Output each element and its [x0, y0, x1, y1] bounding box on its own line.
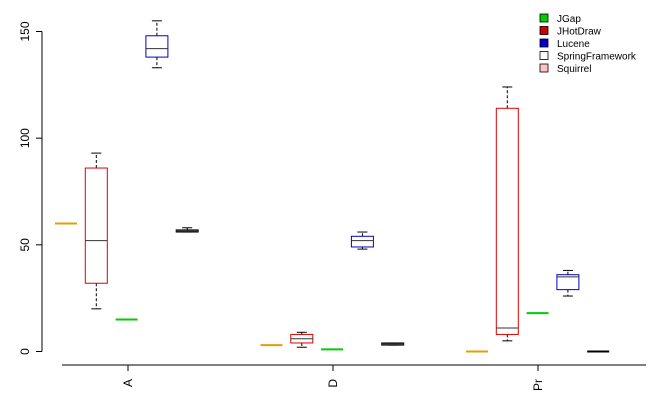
legend-swatch: [539, 63, 549, 73]
box-springframework-a: [175, 227, 199, 233]
legend-item-springframework: SpringFramework: [539, 51, 637, 63]
box-body: [556, 274, 580, 291]
box-jhotdraw-d: [290, 331, 314, 348]
axes: 0 50 100 150 A D Pr: [18, 21, 646, 391]
legend-item-jhotdraw: JHotDraw: [539, 26, 602, 38]
boxes: [55, 20, 610, 353]
legend-label: JHotDraw: [557, 27, 602, 38]
box-body: [145, 35, 169, 58]
y-tick-label: 0: [18, 348, 32, 355]
legend-swatch: [539, 13, 549, 23]
x-tick-label: Pr: [531, 379, 545, 391]
box-jhotdraw-a: [84, 152, 108, 310]
box-lucene-pr: [556, 269, 580, 297]
box-body: [84, 167, 108, 284]
box-body: [350, 235, 374, 248]
y-tick-label: 100: [18, 128, 32, 148]
y-tick-label: 150: [18, 21, 32, 41]
y-tick-label: 50: [18, 238, 32, 252]
legend-label: Squirrel: [557, 64, 591, 75]
legend-item-squirrel: Squirrel: [539, 63, 591, 75]
legend-item-jgap: JGap: [539, 13, 581, 25]
legend-label: Lucene: [557, 39, 590, 50]
legend-label: JGap: [557, 14, 581, 25]
legend-label: SpringFramework: [557, 52, 637, 63]
legend-swatch: [539, 51, 549, 60]
box-lucene-d: [350, 231, 374, 250]
legend-item-lucene: Lucene: [539, 38, 590, 50]
box-springframework-d: [381, 342, 405, 346]
box-jhotdraw-pr: [495, 86, 519, 342]
x-tick-label: D: [326, 379, 340, 388]
box-lucene-a: [145, 20, 169, 69]
box-body: [495, 107, 519, 335]
legend-swatch: [539, 38, 549, 48]
x-tick-label: A: [121, 379, 135, 387]
legend-swatch: [539, 26, 549, 35]
